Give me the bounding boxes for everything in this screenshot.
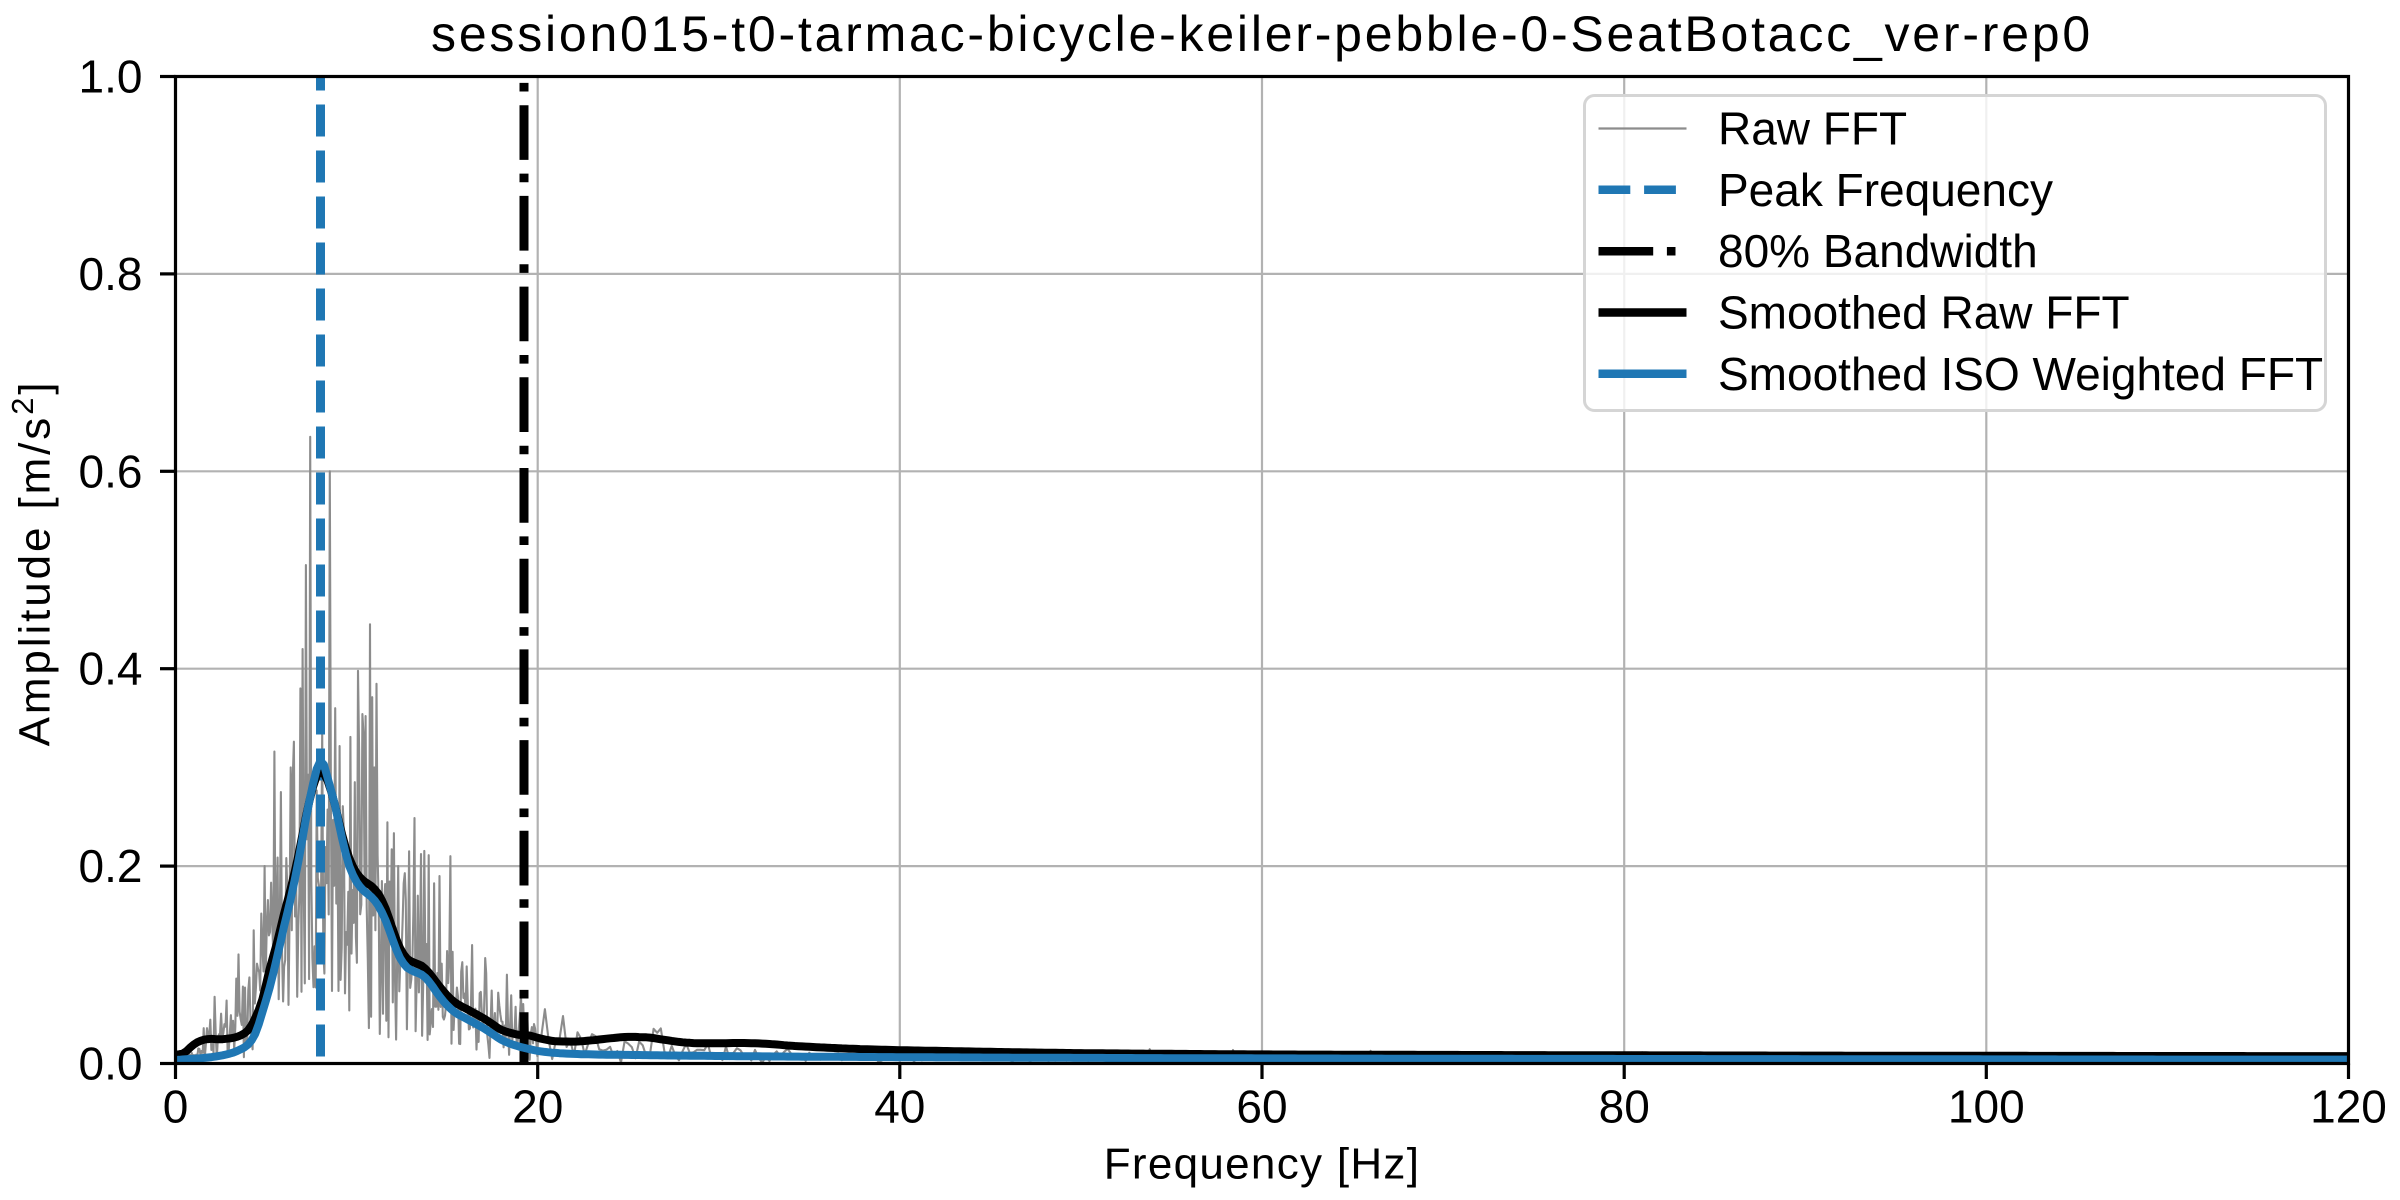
svg-text:0.6: 0.6 bbox=[79, 445, 143, 497]
svg-text:Amplitude [m/s2]: Amplitude [m/s2] bbox=[5, 380, 60, 747]
svg-text:120: 120 bbox=[2310, 1081, 2387, 1133]
svg-text:60: 60 bbox=[1236, 1081, 1287, 1133]
svg-text:40: 40 bbox=[874, 1081, 925, 1133]
svg-text:session015-t0-tarmac-bicycle-k: session015-t0-tarmac-bicycle-keiler-pebb… bbox=[431, 6, 2093, 62]
svg-text:0.4: 0.4 bbox=[79, 643, 143, 695]
svg-text:20: 20 bbox=[512, 1081, 563, 1133]
svg-text:Peak Frequency: Peak Frequency bbox=[1718, 164, 2053, 216]
svg-text:100: 100 bbox=[1948, 1081, 2025, 1133]
svg-text:Smoothed Raw FFT: Smoothed Raw FFT bbox=[1718, 287, 2130, 339]
svg-text:0: 0 bbox=[163, 1081, 189, 1133]
svg-text:0.8: 0.8 bbox=[79, 248, 143, 300]
svg-text:Frequency [Hz]: Frequency [Hz] bbox=[1104, 1140, 1421, 1189]
svg-text:80: 80 bbox=[1599, 1081, 1650, 1133]
svg-text:Smoothed ISO Weighted FFT: Smoothed ISO Weighted FFT bbox=[1718, 348, 2323, 400]
svg-text:Raw FFT: Raw FFT bbox=[1718, 103, 1907, 155]
svg-text:1.0: 1.0 bbox=[79, 51, 143, 103]
svg-text:0.0: 0.0 bbox=[79, 1038, 143, 1090]
svg-text:80% Bandwidth: 80% Bandwidth bbox=[1718, 225, 2038, 277]
svg-text:0.2: 0.2 bbox=[79, 840, 143, 892]
